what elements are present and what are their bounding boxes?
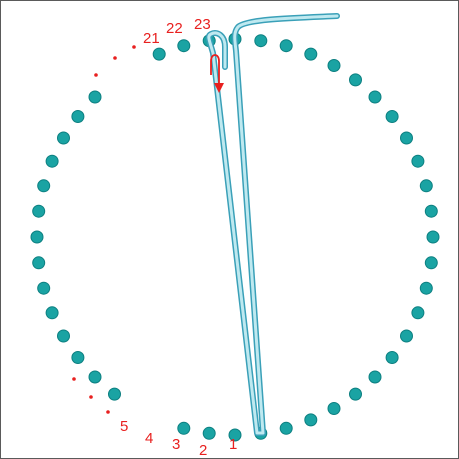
- peg: [419, 281, 433, 295]
- peg: [385, 110, 399, 123]
- peg: [426, 230, 440, 244]
- peg: [327, 59, 341, 72]
- yarn-fill: [207, 14, 339, 435]
- peg: [37, 179, 51, 193]
- peg: [45, 306, 59, 320]
- pin-label-23: 23: [194, 16, 211, 33]
- peg: [419, 179, 433, 193]
- pin-label-2: 2: [199, 442, 207, 458]
- peg: [37, 281, 51, 295]
- peg: [400, 329, 413, 343]
- peg: [411, 154, 425, 168]
- peg: [32, 256, 46, 270]
- pin-label-5: 5: [120, 418, 128, 435]
- peg: [71, 110, 85, 123]
- peg: [304, 413, 318, 427]
- peg: [279, 421, 293, 435]
- peg: [349, 73, 362, 87]
- peg: [202, 426, 216, 440]
- pin-label-3: 3: [172, 436, 180, 453]
- peg: [57, 329, 70, 343]
- peg: [88, 90, 102, 104]
- pin-label-1: 1: [229, 436, 237, 453]
- peg: [424, 256, 438, 270]
- peg: [30, 230, 44, 244]
- pin-label-22: 22: [166, 20, 183, 37]
- peg-ring: [30, 32, 440, 442]
- direction-arrow-icon: [210, 54, 224, 93]
- peg: [71, 351, 85, 364]
- ellipsis-top: [94, 45, 136, 77]
- peg: [177, 421, 191, 435]
- peg: [152, 47, 166, 61]
- peg: [400, 131, 413, 145]
- peg: [88, 370, 102, 384]
- peg: [254, 34, 268, 48]
- peg: [327, 402, 341, 415]
- peg: [57, 131, 70, 145]
- pin-label-21: 21: [143, 30, 160, 47]
- peg: [177, 39, 191, 53]
- peg: [32, 204, 46, 218]
- peg: [368, 370, 382, 384]
- peg: [304, 47, 318, 61]
- peg: [45, 154, 59, 168]
- ellipsis-bottom: [72, 377, 110, 414]
- peg: [349, 387, 362, 401]
- peg: [424, 204, 438, 218]
- yarn-outline: [205, 13, 340, 436]
- peg: [368, 90, 382, 104]
- pin-label-4: 4: [145, 430, 153, 447]
- peg: [279, 39, 293, 53]
- peg: [411, 306, 425, 320]
- peg: [108, 387, 121, 401]
- yarn-wrap: [205, 13, 340, 436]
- peg: [385, 351, 399, 364]
- peg: [228, 428, 242, 442]
